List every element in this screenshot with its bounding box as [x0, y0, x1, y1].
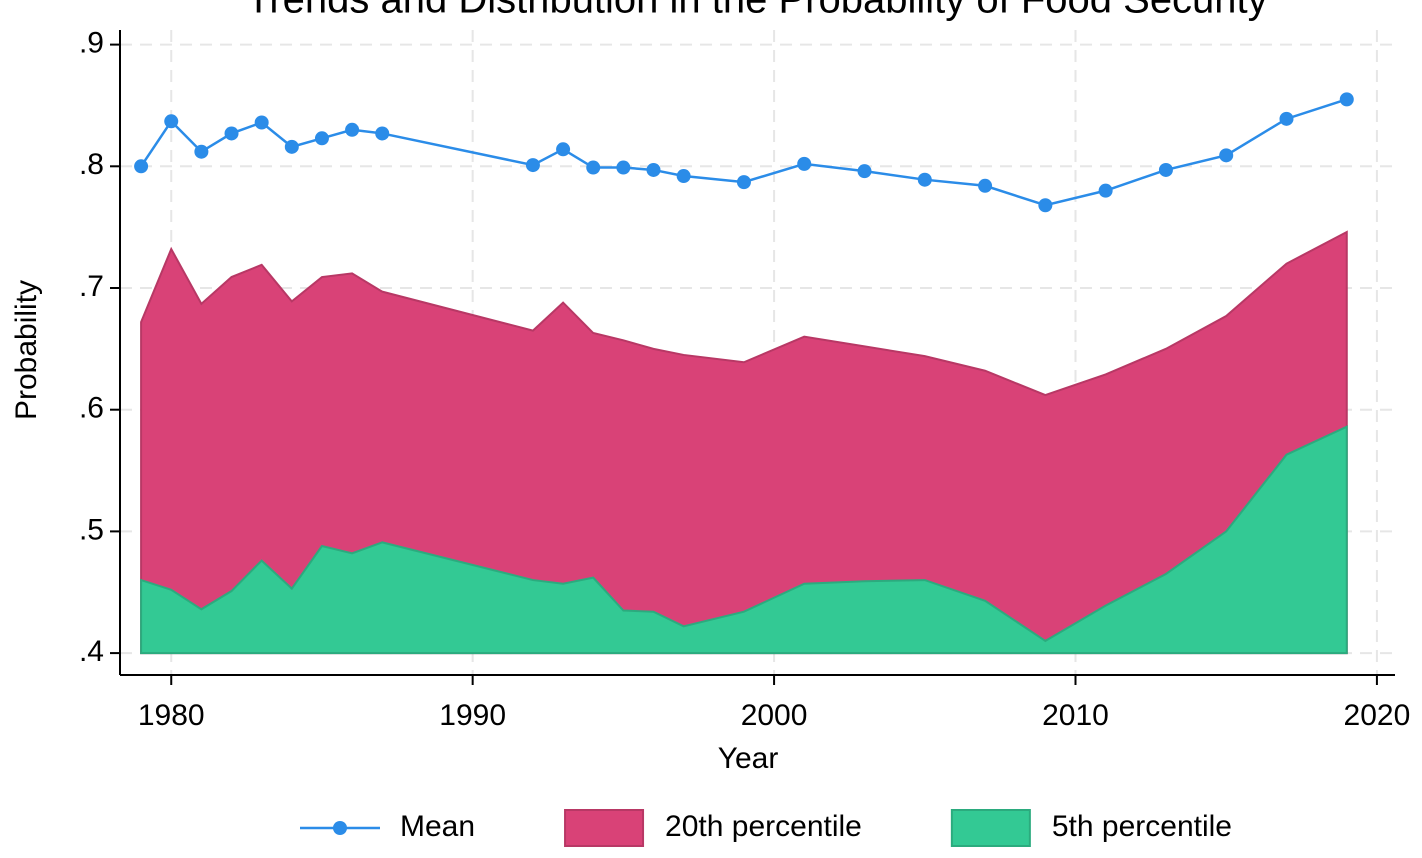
x-tick-label: 2020	[1344, 699, 1411, 732]
legend: Mean 20th percentile 5th percentile	[300, 809, 1232, 847]
plot-area	[134, 92, 1354, 655]
marker	[284, 139, 299, 154]
marker	[224, 126, 239, 141]
y-axis-label: Probability	[10, 280, 43, 420]
marker	[194, 144, 209, 159]
x-tick-label: 1980	[138, 699, 205, 732]
marker	[978, 178, 993, 193]
chart-title: Trends and Distribution in the Probabili…	[246, 0, 1267, 22]
axes: .4 .5 .6 .7 .8 .9 1980 1990 2000 2010 2020	[79, 27, 1410, 732]
marker	[1279, 111, 1294, 126]
x-axis-label: Year	[718, 742, 779, 775]
marker	[1158, 162, 1173, 177]
legend-label: 5th percentile	[1052, 810, 1232, 843]
x-tick-label: 2000	[741, 699, 808, 732]
y-tick-label: .8	[79, 148, 104, 181]
marker	[254, 115, 269, 130]
y-tick-label: .4	[79, 635, 104, 668]
y-tick-label: .6	[79, 392, 104, 425]
marker	[797, 156, 812, 171]
marker	[525, 158, 540, 173]
marker	[314, 131, 329, 146]
legend-label: Mean	[400, 810, 475, 843]
area	[140, 230, 1348, 655]
area	[140, 425, 1348, 655]
y-tick-label: .5	[79, 513, 104, 546]
marker	[1038, 198, 1053, 213]
marker	[646, 162, 661, 177]
marker	[676, 169, 691, 184]
marker	[375, 126, 390, 141]
legend-label: 20th percentile	[665, 810, 862, 843]
legend-marker	[333, 821, 347, 835]
marker	[1219, 148, 1234, 163]
legend-swatch	[564, 809, 645, 847]
marker	[1098, 183, 1113, 198]
marker	[345, 122, 360, 137]
y-tick-label: .7	[79, 270, 104, 303]
marker	[857, 164, 872, 179]
x-tick-label: 1990	[439, 699, 506, 732]
marker	[586, 160, 601, 175]
marker	[1339, 92, 1354, 107]
marker	[736, 175, 751, 190]
legend-swatch	[950, 809, 1031, 847]
marker	[556, 142, 571, 157]
marker	[616, 160, 631, 175]
marker	[134, 159, 149, 174]
marker	[917, 172, 932, 187]
y-tick-label: .9	[79, 27, 104, 60]
marker	[164, 114, 179, 129]
x-tick-label: 2010	[1042, 699, 1109, 732]
